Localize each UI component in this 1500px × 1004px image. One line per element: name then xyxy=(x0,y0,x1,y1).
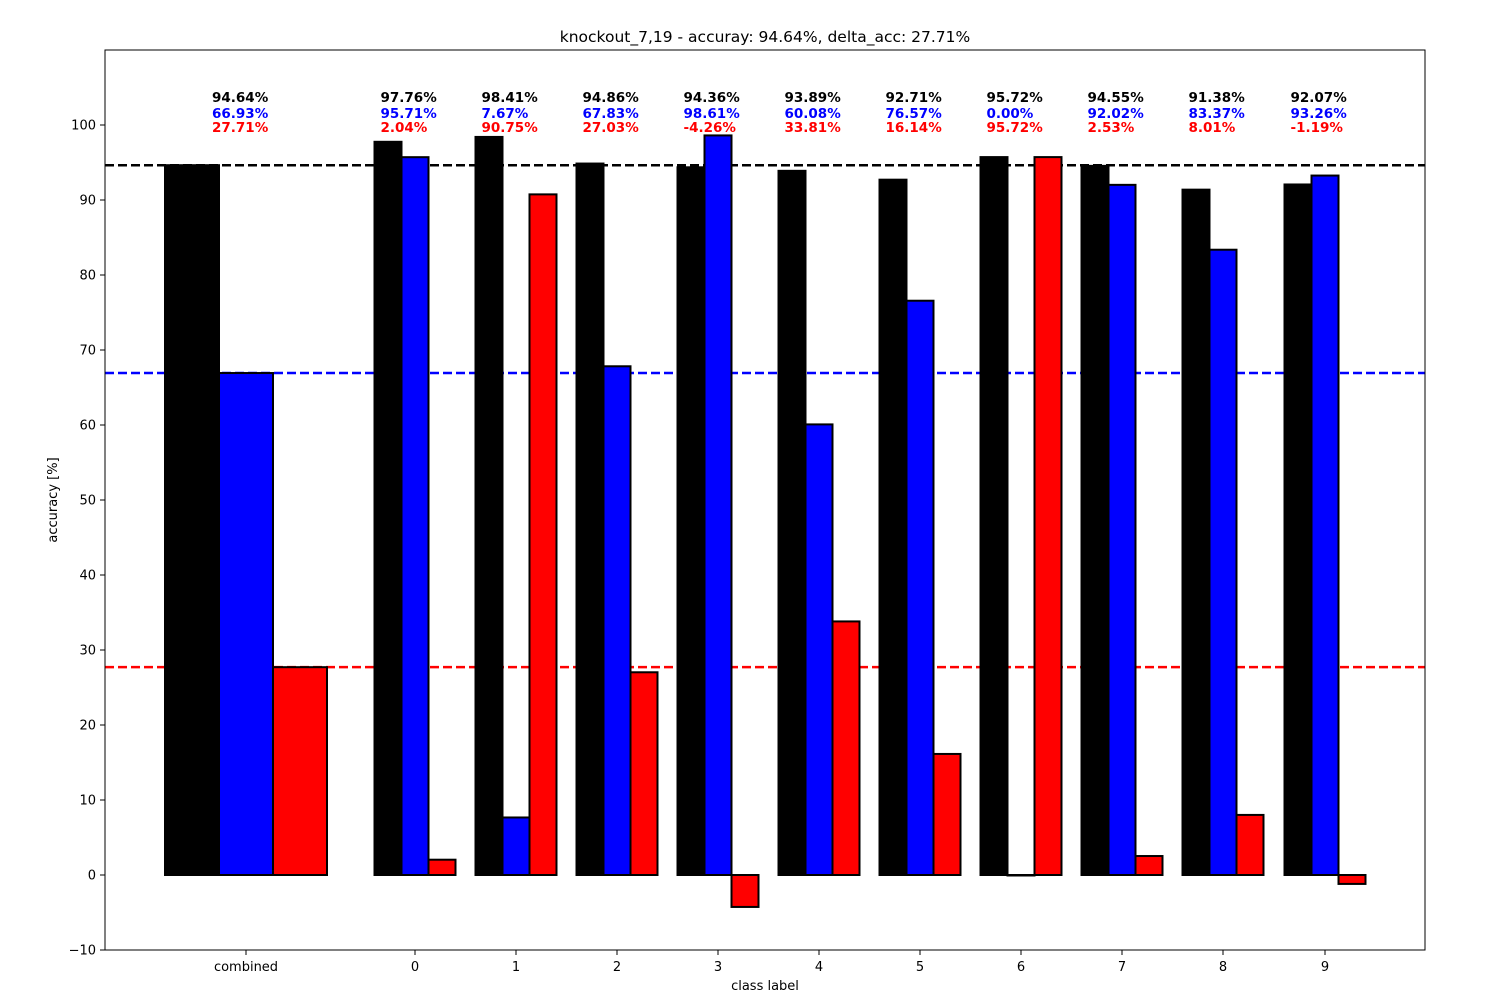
bar-4-series-2 xyxy=(804,423,834,876)
chart-title: knockout_7,19 - accuray: 94.64%, delta_a… xyxy=(560,28,971,47)
y-axis: −10 0 10 20 30 40 50 60 70 80 90 100 xyxy=(69,119,105,959)
y-tick-label: 90 xyxy=(79,194,96,209)
bar-1-series-1 xyxy=(474,135,504,877)
data-label-5-series-2: 76.57% xyxy=(886,106,943,122)
y-tick-label: 10 xyxy=(79,794,96,809)
data-label-4-series-3: 33.81% xyxy=(785,120,842,136)
data-label-combined-series-1: 94.64% xyxy=(212,90,269,106)
data-labels: 94.64%66.93%27.71% 97.76%95.71%2.04% 98.41… xyxy=(212,90,1347,136)
bar-7-series-2 xyxy=(1107,183,1137,877)
x-tick-label: combined xyxy=(214,960,278,975)
data-label-5-series-1: 92.71% xyxy=(886,90,943,106)
bar-7-series-3 xyxy=(1134,855,1164,877)
y-tick-label: 100 xyxy=(71,119,96,134)
x-tick-label: 2 xyxy=(613,960,621,975)
bar-2-series-3 xyxy=(629,671,659,877)
data-label-1-series-2: 7.67% xyxy=(482,106,529,122)
x-tick-label: 6 xyxy=(1017,960,1025,975)
data-label-9-series-2: 93.26% xyxy=(1291,106,1348,122)
data-label-7-series-1: 94.55% xyxy=(1088,90,1145,106)
data-label-6-series-3: 95.72% xyxy=(987,120,1044,136)
data-label-combined-series-2: 66.93% xyxy=(212,106,269,122)
bar-5-series-1 xyxy=(878,178,908,877)
bar-0-series-2 xyxy=(400,156,430,877)
data-label-4-series-2: 60.08% xyxy=(785,106,842,122)
x-tick-label: 9 xyxy=(1321,960,1329,975)
data-label-3-series-1: 94.36% xyxy=(684,90,741,106)
bar-combined-series-3 xyxy=(272,666,328,876)
x-axis: combined 0 1 2 3 4 5 6 7 8 9 xyxy=(214,950,1329,975)
bar-5-series-2 xyxy=(905,299,935,877)
data-label-6-series-2: 0.00% xyxy=(987,106,1034,122)
bar-7-series-1 xyxy=(1080,164,1110,876)
bar-9-series-2 xyxy=(1310,174,1340,877)
bar-2-series-2 xyxy=(602,365,632,876)
bar-5-series-3 xyxy=(932,752,962,877)
y-tick-label: 0 xyxy=(88,869,96,884)
bar-2-series-1 xyxy=(575,162,605,877)
data-label-5-series-3: 16.14% xyxy=(886,120,943,136)
x-tick-label: 8 xyxy=(1219,960,1227,975)
y-tick-label: 40 xyxy=(79,569,96,584)
data-label-8-series-3: 8.01% xyxy=(1189,120,1236,136)
data-label-7-series-3: 2.53% xyxy=(1088,120,1135,136)
data-label-8-series-2: 83.37% xyxy=(1189,106,1246,122)
y-tick-label: 30 xyxy=(79,644,96,659)
x-tick-label: 1 xyxy=(512,960,520,975)
y-tick-label: 20 xyxy=(79,719,96,734)
bar-8-series-3 xyxy=(1235,813,1265,876)
data-label-2-series-3: 27.03% xyxy=(583,120,640,136)
y-tick-label: 70 xyxy=(79,344,96,359)
bar-1-series-2 xyxy=(501,816,531,876)
x-tick-label: 3 xyxy=(714,960,722,975)
y-tick-label: 60 xyxy=(79,419,96,434)
data-label-8-series-1: 91.38% xyxy=(1189,90,1246,106)
bar-8-series-1 xyxy=(1181,188,1211,876)
bar-6-series-2 xyxy=(1006,874,1036,877)
bar-3-series-1 xyxy=(676,166,706,877)
data-label-1-series-1: 98.41% xyxy=(482,90,539,106)
bar-0-series-1 xyxy=(373,140,403,877)
x-tick-label: 5 xyxy=(916,960,924,975)
x-tick-label: 0 xyxy=(411,960,419,975)
data-label-0-series-2: 95.71% xyxy=(381,106,438,122)
data-label-3-series-2: 98.61% xyxy=(684,106,741,122)
data-label-2-series-2: 67.83% xyxy=(583,106,640,122)
y-tick-label: 50 xyxy=(79,494,96,509)
data-label-0-series-3: 2.04% xyxy=(381,120,428,136)
data-label-9-series-3: -1.19% xyxy=(1291,120,1344,136)
data-label-6-series-1: 95.72% xyxy=(987,90,1044,106)
bar-9-series-3 xyxy=(1337,874,1367,885)
bar-3-series-2 xyxy=(703,134,733,877)
bar-0-series-3 xyxy=(427,858,457,877)
data-label-7-series-2: 92.02% xyxy=(1088,106,1145,122)
bar-6-series-3 xyxy=(1033,156,1063,877)
data-label-combined-series-3: 27.71% xyxy=(212,120,269,136)
bar-combined-series-2 xyxy=(218,372,274,876)
y-tick-label: 80 xyxy=(79,269,96,284)
data-label-4-series-1: 93.89% xyxy=(785,90,842,106)
x-axis-label: class label xyxy=(731,979,799,994)
x-tick-label: 4 xyxy=(815,960,823,975)
bars-group xyxy=(164,134,1367,908)
bar-1-series-3 xyxy=(528,193,558,876)
data-label-9-series-1: 92.07% xyxy=(1291,90,1348,106)
bar-4-series-1 xyxy=(777,169,807,876)
bar-combined-series-1 xyxy=(164,164,220,876)
bar-9-series-1 xyxy=(1283,183,1313,877)
bar-3-series-3 xyxy=(730,874,760,908)
bar-4-series-3 xyxy=(831,620,861,876)
data-label-3-series-3: -4.26% xyxy=(684,120,737,136)
x-tick-label: 7 xyxy=(1118,960,1126,975)
data-label-2-series-1: 94.86% xyxy=(583,90,640,106)
bar-6-series-1 xyxy=(979,156,1009,877)
data-label-1-series-3: 90.75% xyxy=(482,120,539,136)
bar-8-series-2 xyxy=(1208,248,1238,877)
y-tick-label: −10 xyxy=(69,944,96,959)
data-label-0-series-1: 97.76% xyxy=(381,90,438,106)
y-axis-label: accuracy [%] xyxy=(46,457,61,542)
